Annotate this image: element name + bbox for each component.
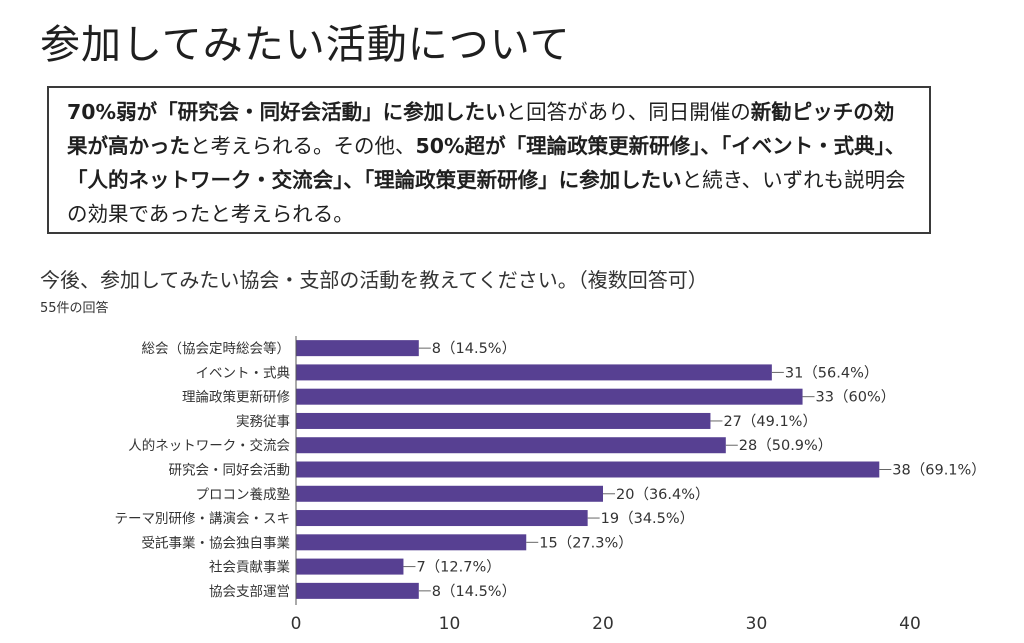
response-count: 55件の回答 (40, 301, 109, 316)
summary-segment: と続き、いずれも説明会の効果であったと考えられる。 (67, 168, 906, 226)
bar (296, 388, 803, 405)
data-label: 38（69.1%） (892, 462, 986, 479)
page-title: 参加してみたい活動について (40, 22, 571, 68)
survey-question: 今後、参加してみたい協会・支部の活動を教えてください。（複数回答可） (40, 268, 708, 292)
bar (296, 485, 603, 502)
category-label: テーマ別研修・講演会・スキ (115, 511, 291, 527)
data-label: 27（49.1%） (723, 413, 817, 430)
bar (296, 558, 404, 575)
data-label: 20（36.4%） (616, 486, 710, 503)
category-label: 受託事業・協会独自事業 (142, 535, 291, 551)
x-tick-label: 10 (439, 614, 461, 634)
x-tick-label: 40 (899, 614, 921, 634)
bar (296, 340, 419, 357)
bar (296, 534, 527, 551)
bar (296, 437, 726, 454)
category-label: イベント・式典 (196, 365, 291, 381)
category-label: 理論政策更新研修 (182, 389, 290, 406)
data-label: 31（56.4%） (785, 364, 879, 381)
summary-segment: 70%弱が「研究会・同好会活動」に参加したい (67, 100, 506, 124)
data-label: 8（14.5%） (432, 340, 516, 357)
category-label: 総会（協会定時総会等） (142, 340, 291, 357)
category-label: 協会支部運営 (209, 584, 290, 600)
data-label: 28（50.9%） (739, 437, 833, 454)
data-label: 15（27.3%） (539, 534, 633, 551)
category-label: 社会貢献事業 (209, 560, 290, 576)
bar (296, 510, 588, 527)
summary-segment: と考えられる。その他、 (190, 134, 416, 158)
summary-segment: 50%超が「理論政策更新研修」、「イベント・式典」、「人的ネットワーク・交流会」… (67, 134, 906, 192)
category-label: 人的ネットワーク・交流会 (128, 437, 290, 454)
category-label: 実務従事 (236, 414, 290, 430)
category-label: プロコン養成塾 (196, 486, 291, 503)
bar (296, 364, 772, 381)
summary-segment: と回答があり、同日開催の (505, 100, 751, 124)
bar (296, 461, 880, 478)
data-label: 33（60%） (816, 389, 896, 406)
category-label: 研究会・同好会活動 (169, 463, 291, 479)
summary-segment: 新勧ピッチの効果が高かった (67, 100, 895, 158)
bar (296, 412, 711, 429)
x-tick-label: 30 (746, 614, 768, 634)
x-tick-label: 0 (291, 614, 302, 634)
data-label: 7（12.7%） (416, 559, 500, 576)
bar (296, 582, 419, 599)
summary-box: 70%弱が「研究会・同好会活動」に参加したいと回答があり、同日開催の新勧ピッチの… (47, 86, 931, 234)
data-label: 8（14.5%） (432, 583, 516, 600)
data-label: 19（34.5%） (601, 510, 695, 527)
x-tick-label: 20 (592, 614, 614, 634)
